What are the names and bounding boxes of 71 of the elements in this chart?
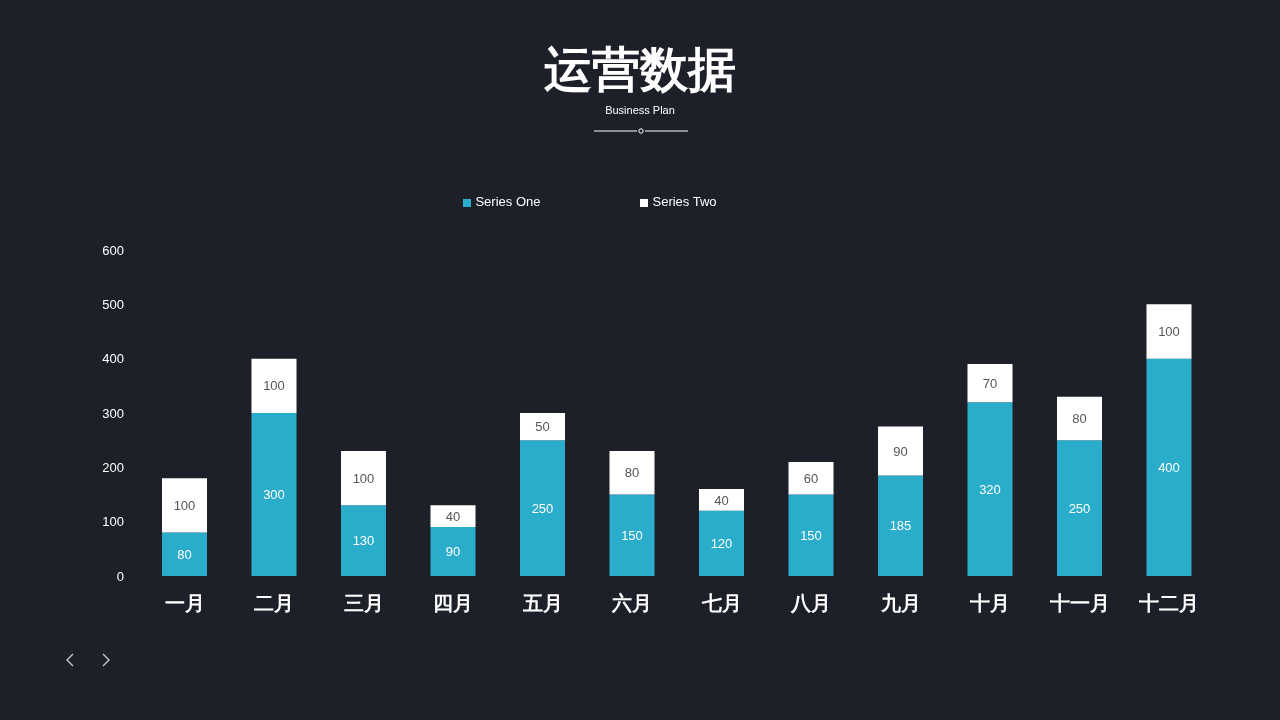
data-label: 250 [1068,500,1091,516]
data-label: 100 [1158,324,1180,340]
data-label: 150 [621,527,643,543]
bar [1146,358,1192,576]
data-label: 40 [714,492,729,508]
y-tick-label: 0 [116,568,124,584]
bar [520,413,565,441]
data-label: 40 [445,508,461,524]
bar [878,426,923,476]
x-tick-label: 二月 [254,592,295,615]
data-label: 150 [800,527,822,543]
data-label: 250 [531,500,554,516]
bar [967,402,1013,576]
data-label: 80 [624,465,640,481]
bar [341,505,386,576]
chart-title: 运营数据 [543,42,737,98]
x-tick-label: 六月 [611,592,653,615]
y-tick-label: 400 [102,351,124,367]
legend-label: Series One [475,194,541,209]
data-label: 100 [173,497,196,513]
data-label: 320 [979,481,1001,497]
data-label: 70 [982,375,998,391]
x-tick-label: 七月 [700,592,742,615]
bar [430,527,476,576]
bar [1057,440,1102,576]
data-label: 100 [263,378,285,394]
x-tick-label: 九月 [879,592,921,615]
x-tick-label: 五月 [521,592,563,615]
y-tick-label: 600 [102,242,124,258]
data-label: 60 [803,470,819,486]
y-tick-label: 500 [102,296,124,312]
bar [699,489,744,511]
bar [162,478,207,533]
data-label: 100 [352,470,375,486]
data-label: 400 [1158,459,1180,475]
bar [1057,396,1102,441]
bar [609,494,655,576]
x-tick-label: 十月 [969,592,1011,615]
bar [699,510,744,576]
data-label: 90 [445,544,461,560]
chart-subtitle: Business Plan [604,104,676,116]
bar [788,494,834,576]
x-tick-label: 一月 [164,592,205,615]
bar [878,475,923,576]
x-tick-label: 十一月 [1048,592,1110,615]
data-label: 50 [535,419,550,435]
bar [251,358,297,413]
y-tick-label: 200 [102,459,124,475]
bar [1146,304,1192,359]
legend-label: Series Two [652,194,717,209]
bar [162,532,207,576]
bar [788,461,834,495]
bar [341,451,386,506]
bar [430,505,476,528]
data-label: 90 [893,443,908,459]
data-label: 80 [177,546,192,562]
y-tick-label: 100 [102,514,124,530]
data-label: 185 [889,518,912,534]
x-tick-label: 三月 [343,592,384,615]
bar [609,451,655,495]
x-tick-label: 四月 [433,592,474,615]
data-label: 80 [1072,411,1087,427]
data-label: 120 [710,536,733,552]
bar [251,413,297,576]
data-label: 300 [263,487,285,503]
x-tick-label: 八月 [790,592,832,615]
bar [520,440,565,576]
data-label: 130 [352,533,375,549]
y-tick-label: 300 [102,405,124,421]
x-tick-label: 十二月 [1138,592,1200,615]
bar [967,364,1013,403]
